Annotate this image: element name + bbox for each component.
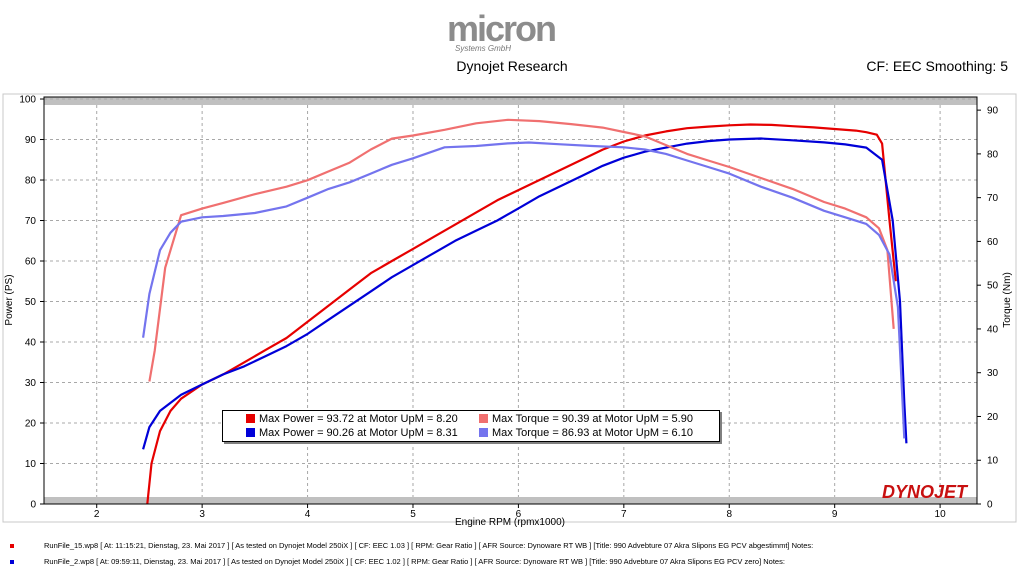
legend-text: Max Torque = 90.39 at Motor UpM = 5.90 [492, 413, 693, 425]
y-tick-label: 80 [25, 176, 37, 187]
series-line [146, 123, 897, 505]
legend-swatch [479, 428, 488, 437]
y-tick-label: 70 [25, 216, 37, 227]
top-scroll-bar [44, 97, 977, 105]
bottom-scroll-bar [44, 497, 977, 504]
legend-item: Max Torque = 90.39 at Motor UpM = 5.90 [479, 413, 693, 425]
y2-tick-label: 20 [987, 412, 999, 423]
legend-swatch [479, 414, 488, 423]
y-tick-label: 0 [30, 500, 36, 511]
y-tick-label: 30 [25, 378, 37, 389]
x-tick-label: 3 [199, 509, 205, 520]
legend-item: Max Power = 90.26 at Motor UpM = 8.31 [246, 427, 458, 439]
y2-tick-label: 30 [987, 368, 999, 379]
x-tick-label: 4 [305, 509, 311, 520]
y-tick-label: 60 [25, 257, 37, 268]
run-info-line: RunFile_2.wp8 [ At: 09:59:11, Dienstag, … [10, 557, 785, 566]
series-line [148, 118, 895, 382]
logo-subtitle: Systems GmbH [455, 44, 512, 53]
plot-frame [43, 96, 978, 505]
legend-item: Max Torque = 86.93 at Motor UpM = 6.10 [479, 427, 693, 439]
logo-text: micron [447, 8, 557, 49]
series-line [142, 141, 906, 439]
chart-panel-frame [2, 93, 1017, 523]
run-info-line: RunFile_15.wp8 [ At: 11:15:21, Dienstag,… [10, 541, 813, 550]
x-tick-label: 8 [726, 509, 732, 520]
cf-smoothing: CF: EEC Smoothing: 5 [866, 58, 1008, 74]
y2-tick-label: 80 [987, 149, 999, 160]
x-tick-label: 5 [410, 509, 416, 520]
dynojet-watermark: DYNOJET [882, 482, 969, 502]
y-tick-label: 10 [25, 459, 37, 470]
series-line [142, 137, 908, 450]
y2-axis-label: Torque (Nm) [1002, 272, 1013, 328]
legend-text: Max Torque = 86.93 at Motor UpM = 6.10 [492, 427, 693, 439]
legend-swatch [246, 428, 255, 437]
y-tick-label: 40 [25, 338, 37, 349]
legend-text: Max Power = 90.26 at Motor UpM = 8.31 [259, 427, 458, 439]
y2-tick-label: 90 [987, 106, 999, 117]
run-info-text: RunFile_15.wp8 [ At: 11:15:21, Dienstag,… [44, 541, 814, 550]
run-color-marker [10, 544, 14, 549]
legend-swatch [246, 414, 255, 423]
y-tick-label: 20 [25, 419, 37, 430]
run-color-marker [10, 560, 14, 565]
series-group [142, 118, 908, 505]
legend-item: Max Power = 93.72 at Motor UpM = 8.20 [246, 413, 458, 425]
micron-logo: micron Systems GmbH [447, 8, 577, 54]
run-info-text: RunFile_2.wp8 [ At: 09:59:11, Dienstag, … [44, 557, 785, 566]
y2-tick-label: 0 [987, 500, 993, 511]
y-axis-label: Power (PS) [4, 274, 15, 325]
x-tick-label: 9 [832, 509, 838, 520]
x-tick-label: 2 [94, 509, 100, 520]
y2-tick-label: 40 [987, 324, 999, 335]
axis-ticks: 2 3 4 5 6 7 8 9 10010203040506070809010001020304… [19, 95, 998, 520]
y-tick-label: 90 [25, 135, 37, 146]
x-tick-label: 6 [516, 509, 522, 520]
legend-text: Max Power = 93.72 at Motor UpM = 8.20 [259, 413, 458, 425]
x-tick-label: 10 [935, 509, 947, 520]
y2-tick-label: 10 [987, 456, 999, 467]
x-tick-label: 7 [621, 509, 627, 520]
x-axis-label: Engine RPM (rpmx1000) [455, 517, 565, 528]
y-tick-label: 50 [25, 297, 37, 308]
y2-tick-label: 60 [987, 237, 999, 248]
y2-tick-label: 70 [987, 193, 999, 204]
y2-tick-label: 50 [987, 281, 999, 292]
chart-legend: Max Power = 93.72 at Motor UpM = 8.20 Ma… [222, 410, 720, 442]
y-tick-label: 100 [19, 95, 36, 106]
page-title: Dynojet Research [456, 58, 568, 74]
